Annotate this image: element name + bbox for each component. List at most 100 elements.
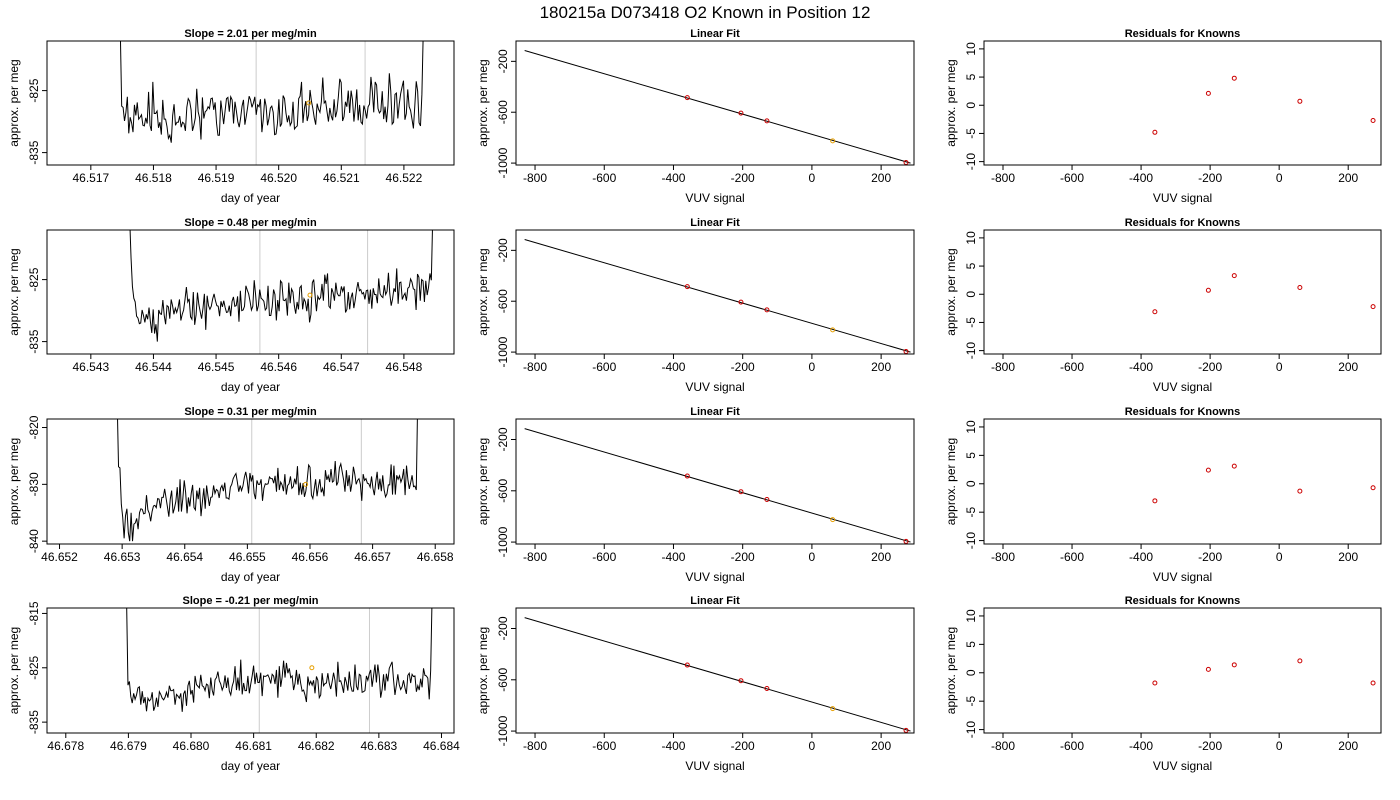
chart-1-1-series-line (119, 41, 424, 143)
chart-3-3-point-0 (1152, 498, 1158, 504)
chart-1-3-point-2 (1231, 75, 1237, 81)
chart-3-2-xtick-label-2: -400 (661, 550, 685, 564)
chart-2-3-xtick-label-2: -400 (1129, 360, 1153, 374)
chart-3-3: -800 -600 -400 -200 0 200 -10 -5 0 5 10 Residuals f… (944, 406, 1382, 584)
chart-3-3-xtick-label-2: -400 (1129, 550, 1153, 564)
chart-4-2-xtick-label-2: -400 (661, 739, 685, 753)
chart-2-2-xtick-label-3: -200 (731, 360, 755, 374)
chart-2-2-xlabel: VUV signal (685, 380, 744, 394)
chart-2-3: -800 -600 -400 -200 0 200 -10 -5 0 5 10 Residuals f… (944, 217, 1382, 394)
chart-1-2-xtick-label-0: -800 (523, 171, 547, 185)
chart-2-1-xtick-label-3: 46.546 (260, 360, 297, 374)
chart-4-2: -800 -600 -400 -200 0 200 -200 -600 -1000 Linear … (476, 595, 915, 773)
chart-2-1-ylabel: approx. per meg (7, 248, 21, 335)
chart-1-1-xtick-label-4: 46.521 (323, 171, 360, 185)
chart-4-2-point-0 (684, 662, 690, 668)
chart-1-2: -800 -600 -400 -200 0 200 -200 -600 -1000 Linear … (476, 28, 915, 205)
chart-4-1-xtick-label-3: 46.681 (235, 739, 272, 753)
chart-4-2-point-3 (830, 706, 836, 712)
chart-3-1: 46.652 46.653 46.654 46.655 46.656 46.657 46.6… (7, 406, 455, 584)
chart-3-2-xtick-label-1: -600 (592, 550, 616, 564)
chart-4-3-xtick-label-4: 0 (1276, 739, 1283, 753)
chart-3-1-xtick-label-6: 46.658 (417, 550, 454, 564)
chart-2-1-xlabel: day of year (221, 380, 280, 394)
chart-3-2-xtick-label-0: -800 (523, 550, 547, 564)
chart-3-1-highlight-point (303, 481, 309, 487)
chart-2-3-ytick-label-1: -5 (964, 317, 978, 328)
chart-1-3-title: Residuals for Knowns (1125, 28, 1241, 40)
chart-1-3-xtick-label-2: -400 (1129, 171, 1153, 185)
chart-2-1-xtick-label-0: 46.543 (72, 360, 109, 374)
chart-2-3-frame (983, 229, 1382, 355)
chart-2-2-title: Linear Fit (690, 217, 740, 229)
chart-3-2-ytick-label-1: -600 (496, 478, 510, 502)
chart-4-2-ytick-label-0: -200 (496, 616, 510, 640)
chart-1-1-frame (46, 40, 455, 166)
chart-4-2-ytick-label-2: -1000 (496, 715, 510, 746)
chart-4-2-frame (515, 607, 915, 734)
chart-4-3-ytick-label-0: -10 (964, 721, 978, 739)
chart-1-2-fit-line (524, 50, 911, 164)
chart-2-1-title: Slope = 0.48 per meg/min (184, 217, 317, 229)
chart-2-3-point-2 (1231, 273, 1237, 279)
chart-3-2-point-4 (903, 538, 909, 544)
chart-4-1-xtick-label-2: 46.680 (173, 739, 210, 753)
chart-2-1-highlight-point (307, 292, 313, 298)
chart-4-3-point-2 (1231, 662, 1237, 668)
chart-1-2-xtick-label-4: 0 (809, 171, 816, 185)
chart-4-3-ylabel: approx. per meg (944, 627, 958, 714)
chart-3-1-ylabel: approx. per meg (7, 438, 21, 525)
chart-2-3-xtick-label-4: 0 (1276, 360, 1283, 374)
chart-4-1-xtick-label-0: 46.678 (47, 739, 84, 753)
chart-3-2-point-0 (684, 473, 690, 479)
chart-1-2-xlabel: VUV signal (685, 191, 744, 205)
chart-1-2-xtick-label-2: -400 (661, 171, 685, 185)
chart-4-1-series-line (126, 608, 433, 712)
chart-4-2-point-1 (738, 678, 744, 684)
chart-3-3-point-2 (1231, 463, 1237, 469)
chart-2-2-ylabel: approx. per meg (476, 248, 490, 335)
chart-3-2-point-1 (738, 489, 744, 495)
chart-3-1-xtick-label-4: 46.656 (292, 550, 329, 564)
chart-1-2-point-3 (830, 138, 836, 144)
chart-2-1: 46.543 46.544 46.545 46.546 46.547 46.548 -835… (7, 217, 455, 394)
chart-1-3-xtick-label-5: 200 (1338, 171, 1358, 185)
chart-3-3-xtick-label-5: 200 (1338, 550, 1358, 564)
chart-1-2-ytick-label-0: -200 (496, 49, 510, 73)
chart-3-3-point-1 (1205, 467, 1211, 473)
chart-3-2-ytick-label-2: -1000 (496, 526, 510, 557)
chart-3-3-title: Residuals for Knowns (1125, 406, 1241, 418)
chart-3-3-ylabel: approx. per meg (944, 438, 958, 525)
chart-1-1-xtick-label-2: 46.519 (198, 171, 235, 185)
chart-2-3-point-1 (1205, 287, 1211, 293)
chart-3-1-series-line (117, 419, 418, 542)
chart-4-1-xtick-label-4: 46.682 (298, 739, 335, 753)
chart-4-3-point-0 (1152, 680, 1158, 686)
chart-4-3-title: Residuals for Knowns (1125, 595, 1241, 607)
chart-3-3-xtick-label-3: -200 (1198, 550, 1222, 564)
chart-3-3-frame (983, 418, 1382, 545)
chart-2-3-xlabel: VUV signal (1153, 380, 1212, 394)
chart-4-2-ylabel: approx. per meg (476, 627, 490, 714)
chart-4-1-ytick-label-2: -815 (27, 601, 41, 625)
chart-2-3-xtick-label-3: -200 (1198, 360, 1222, 374)
chart-4-3-ytick-label-2: 0 (964, 669, 978, 676)
chart-1-3-xtick-label-0: -800 (991, 171, 1015, 185)
chart-2-3-xtick-label-0: -800 (991, 360, 1015, 374)
chart-4-3-point-1 (1205, 666, 1211, 672)
chart-1-3-point-1 (1205, 90, 1211, 96)
chart-1-2-xtick-label-5: 200 (871, 171, 891, 185)
chart-3-2-ytick-label-0: -200 (496, 427, 510, 451)
chart-1-3-ytick-label-3: 5 (964, 73, 978, 80)
chart-3-2-xtick-label-3: -200 (731, 550, 755, 564)
chart-1-2-point-1 (738, 110, 744, 116)
chart-1-3: -800 -600 -400 -200 0 200 -10 -5 0 5 10 Residuals f… (944, 28, 1382, 205)
chart-3-2-xlabel: VUV signal (685, 570, 744, 584)
chart-1-3-ytick-label-2: 0 (964, 102, 978, 109)
chart-1-3-point-4 (1370, 117, 1376, 123)
chart-2-3-ytick-label-2: 0 (964, 291, 978, 298)
chart-3-1-ytick-label-0: -840 (27, 529, 41, 553)
chart-2-1-xtick-label-5: 46.548 (386, 360, 423, 374)
chart-2-2-xtick-label-1: -600 (592, 360, 616, 374)
